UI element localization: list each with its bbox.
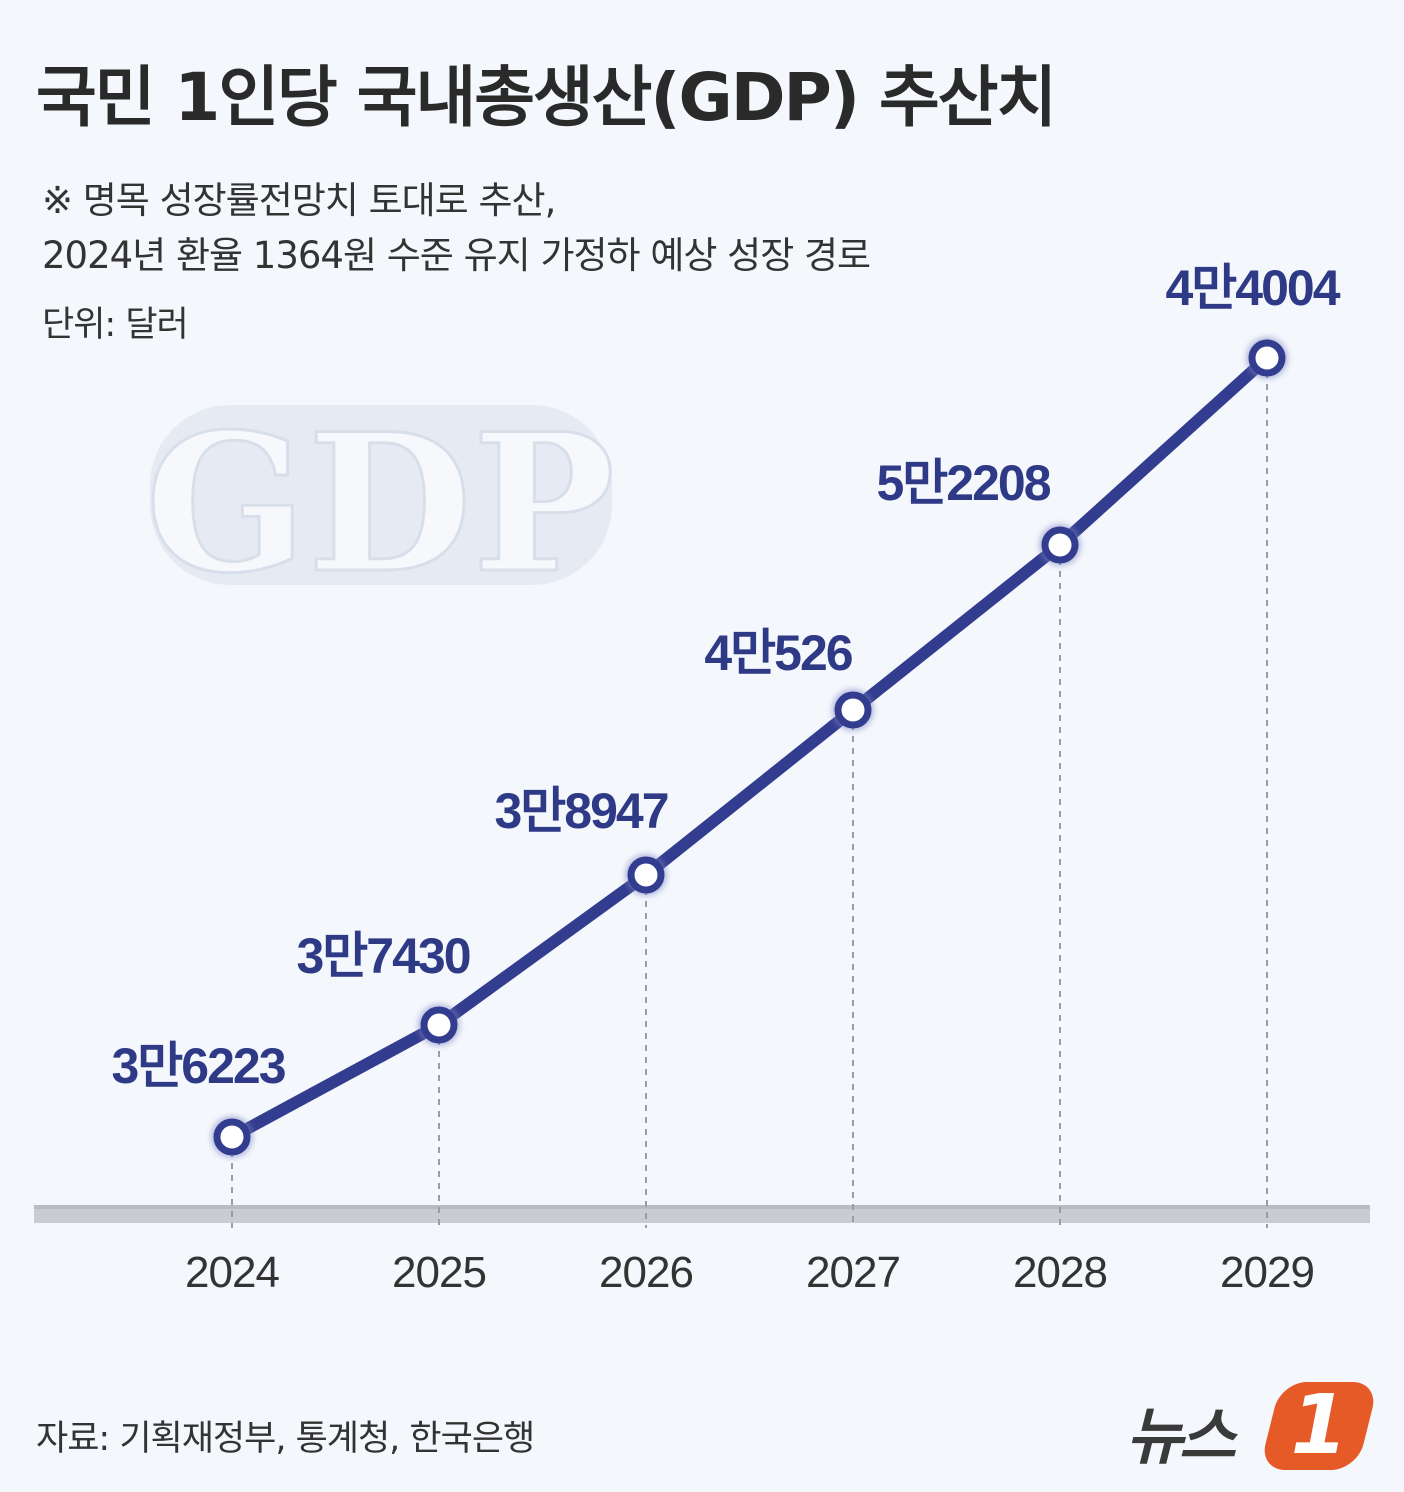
x-tick-2024: 2024 (185, 1248, 279, 1297)
news1-logo: 뉴스 1 (1120, 1382, 1379, 1473)
data-label-2028: 5만2208 (876, 455, 1050, 511)
logo-text: 뉴스 (1126, 1400, 1236, 1473)
data-label-2027: 4만526 (704, 625, 851, 681)
data-point-2024 (211, 1116, 253, 1158)
x-tick-2029: 2029 (1220, 1248, 1314, 1297)
x-tick-2028: 2028 (1013, 1248, 1107, 1297)
data-point-2027 (832, 689, 874, 731)
x-axis-band (34, 1205, 1370, 1223)
watermark-text: GDP (145, 392, 615, 615)
note-line-2: 2024년 환율 1364원 수준 유지 가정하 예상 성장 경로 (42, 234, 871, 277)
source-note: 자료: 기획재정부, 통계청, 한국은행 (36, 1419, 535, 1459)
gdp-watermark: GDP (144, 391, 617, 617)
note-line-1: ※ 명목 성장률전망치 토대로 추산, (42, 179, 556, 222)
x-tick-2025: 2025 (392, 1248, 486, 1297)
data-label-2026: 3만8947 (494, 783, 667, 839)
logo-badge-number: 1 (1290, 1382, 1348, 1470)
x-axis-line (34, 1205, 1370, 1209)
data-label-2024: 3만6223 (111, 1038, 284, 1094)
data-point-2026 (625, 854, 667, 896)
data-label-2025: 3만7430 (296, 928, 469, 984)
data-point-2028 (1039, 524, 1081, 566)
chart-title: 국민 1인당 국내총생산(GDP) 추산치 (36, 59, 1057, 136)
logo-badge: 1 (1259, 1382, 1379, 1470)
data-label-2029: 4만4004 (1165, 260, 1340, 316)
x-tick-2027: 2027 (806, 1248, 900, 1297)
unit-label: 단위: 달러 (42, 305, 189, 345)
series-line (226, 352, 1273, 1143)
x-tick-2026: 2026 (599, 1248, 693, 1297)
data-point-2029 (1246, 337, 1288, 379)
data-point-2025 (418, 1004, 460, 1046)
